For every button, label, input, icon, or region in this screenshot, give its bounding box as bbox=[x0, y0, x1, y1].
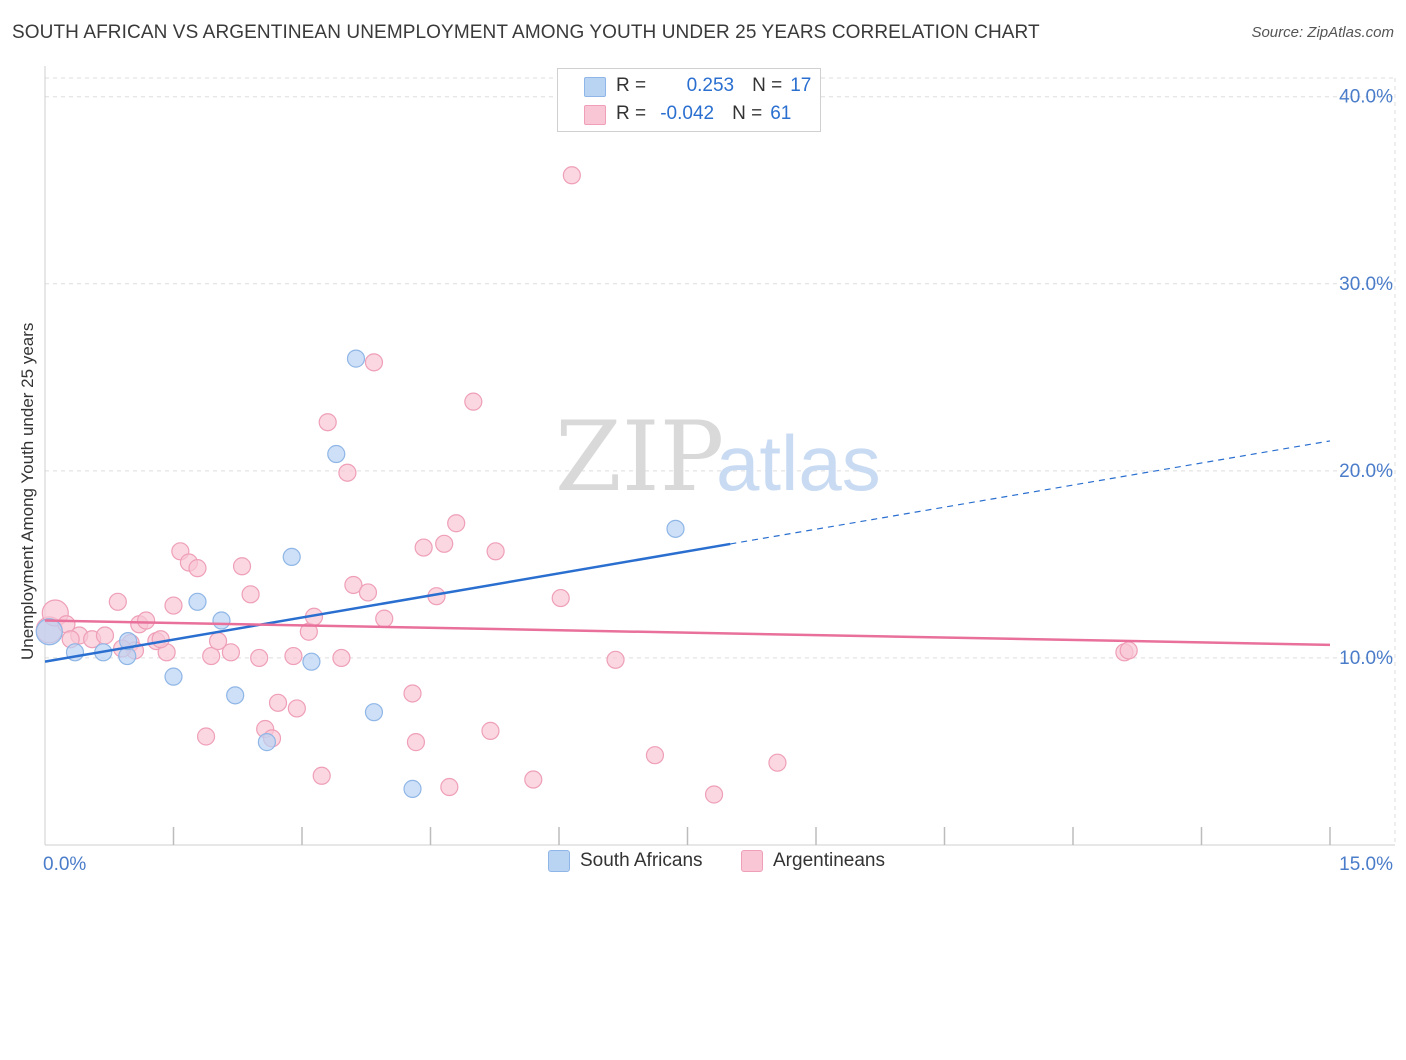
argentinean-point bbox=[338, 463, 357, 482]
argentinean-point bbox=[435, 534, 454, 553]
legend-r-value: 0.253 bbox=[686, 75, 735, 96]
south-african-point bbox=[226, 686, 245, 705]
argentinean-point bbox=[486, 542, 505, 561]
south-african-point bbox=[35, 618, 63, 646]
trend-layer bbox=[44, 440, 1331, 663]
axis-layer bbox=[44, 66, 1395, 846]
argentinean-point bbox=[312, 766, 331, 785]
bottom-legend-label: Argentineans bbox=[773, 850, 885, 871]
y-tick-label: 40.0% bbox=[1339, 87, 1393, 108]
south-africans-trend-line bbox=[44, 542, 731, 663]
bottom-legend-label: South Africans bbox=[580, 850, 703, 871]
argentinean-point bbox=[108, 592, 127, 611]
y-axis-label-wrap: Unemployment Among Youth under 25 years bbox=[18, 323, 38, 1060]
x-tick-label: 15.0% bbox=[1339, 854, 1393, 875]
watermark-atlas: atlas bbox=[716, 419, 881, 507]
argentinean-point bbox=[364, 353, 384, 372]
argentinean-point bbox=[95, 626, 115, 645]
argentinean-point bbox=[414, 538, 433, 557]
argentinean-point bbox=[551, 588, 570, 608]
argentinean-point bbox=[188, 559, 207, 578]
south-african-point bbox=[118, 631, 138, 651]
south-african-point bbox=[403, 779, 422, 798]
argentinean-point bbox=[151, 630, 170, 649]
watermark: ZIP atlas bbox=[555, 401, 881, 513]
argentinean-point bbox=[202, 646, 221, 666]
argentinean-point bbox=[358, 583, 378, 602]
legend-r-value: -0.042 bbox=[660, 103, 715, 124]
south-african-point bbox=[302, 652, 321, 671]
south-african-point bbox=[282, 547, 301, 567]
scatter-chart: ZIP atlas 10.0% 20.0% 30.0% 40.0% 0.0% 15.0% bbox=[35, 66, 1396, 875]
y-tick-label: 10.0% bbox=[1339, 648, 1393, 669]
argentinean-point bbox=[375, 609, 394, 628]
argentineans-trend-line bbox=[44, 619, 1331, 647]
argentinean-point bbox=[250, 648, 269, 668]
legend-row-argentineans: R = -0.042 N = 61 bbox=[616, 102, 791, 126]
argentinean-point bbox=[136, 611, 156, 630]
argentinean-point bbox=[164, 596, 183, 615]
argentinean-point bbox=[645, 746, 665, 765]
south-africans-trend-extension bbox=[730, 440, 1331, 545]
argentinean-point bbox=[196, 727, 216, 746]
chart-title: SOUTH AFRICAN VS ARGENTINEAN UNEMPLOYMEN… bbox=[12, 22, 1040, 43]
south-african-point bbox=[188, 592, 207, 611]
argentinean-point bbox=[268, 693, 288, 712]
y-tick-label: 30.0% bbox=[1339, 274, 1393, 295]
bottom-legend-swatch-pink bbox=[741, 850, 763, 872]
legend-r-label: R = bbox=[616, 75, 647, 96]
south-african-point bbox=[212, 611, 231, 630]
argentinean-point bbox=[287, 699, 306, 718]
argentinean-point bbox=[440, 777, 459, 797]
argentinean-point bbox=[332, 648, 351, 668]
argentinean-point bbox=[403, 684, 422, 703]
argentinean-point bbox=[241, 585, 260, 604]
source-label: Source: ZipAtlas.com bbox=[1251, 24, 1394, 41]
legend-n-label: N = bbox=[732, 103, 763, 124]
argentinean-point bbox=[447, 514, 466, 533]
correlation-legend: R = 0.253 N = 17 R = -0.042 N = 61 bbox=[557, 68, 821, 132]
legend-swatch-pink bbox=[584, 105, 606, 125]
south-african-point bbox=[164, 667, 183, 686]
x-tick-label: 0.0% bbox=[43, 854, 86, 875]
y-tick-label: 20.0% bbox=[1339, 461, 1393, 482]
argentinean-point bbox=[344, 575, 363, 595]
argentinean-point bbox=[768, 753, 787, 772]
legend-swatch-blue bbox=[584, 77, 606, 97]
bottom-legend-argentineans: Argentineans bbox=[741, 850, 885, 872]
y-axis-label: Unemployment Among Youth under 25 years bbox=[18, 322, 37, 660]
south-african-point bbox=[666, 519, 685, 538]
south-african-point bbox=[346, 349, 366, 368]
south-african-point bbox=[257, 733, 276, 752]
argentinean-point bbox=[524, 770, 543, 789]
argentinean-point bbox=[562, 166, 581, 185]
argentinean-point bbox=[1119, 641, 1138, 660]
legend-n-value: 17 bbox=[790, 75, 812, 96]
argentinean-point bbox=[284, 646, 303, 666]
south-african-point bbox=[327, 444, 346, 464]
legend-n-label: N = bbox=[752, 75, 783, 96]
argentinean-point bbox=[481, 721, 500, 740]
legend-n-value: 61 bbox=[770, 103, 792, 124]
argentinean-point bbox=[464, 392, 483, 411]
argentinean-point bbox=[318, 413, 337, 432]
bottom-legend-south-africans: South Africans bbox=[548, 850, 703, 872]
legend-r-label: R = bbox=[616, 103, 647, 124]
argentinean-point bbox=[704, 785, 724, 804]
argentinean-point bbox=[221, 643, 240, 662]
argentinean-point bbox=[232, 557, 252, 576]
legend-row-south-africans: R = 0.253 N = 17 bbox=[616, 74, 811, 98]
argentinean-point bbox=[606, 650, 625, 669]
argentinean-point bbox=[406, 733, 426, 752]
tick-label-layer: 10.0% 20.0% 30.0% 40.0% 0.0% 15.0% bbox=[43, 87, 1393, 875]
watermark-zip: ZIP bbox=[555, 401, 724, 513]
bottom-legend-swatch-blue bbox=[548, 850, 570, 872]
south-african-point bbox=[364, 703, 384, 722]
